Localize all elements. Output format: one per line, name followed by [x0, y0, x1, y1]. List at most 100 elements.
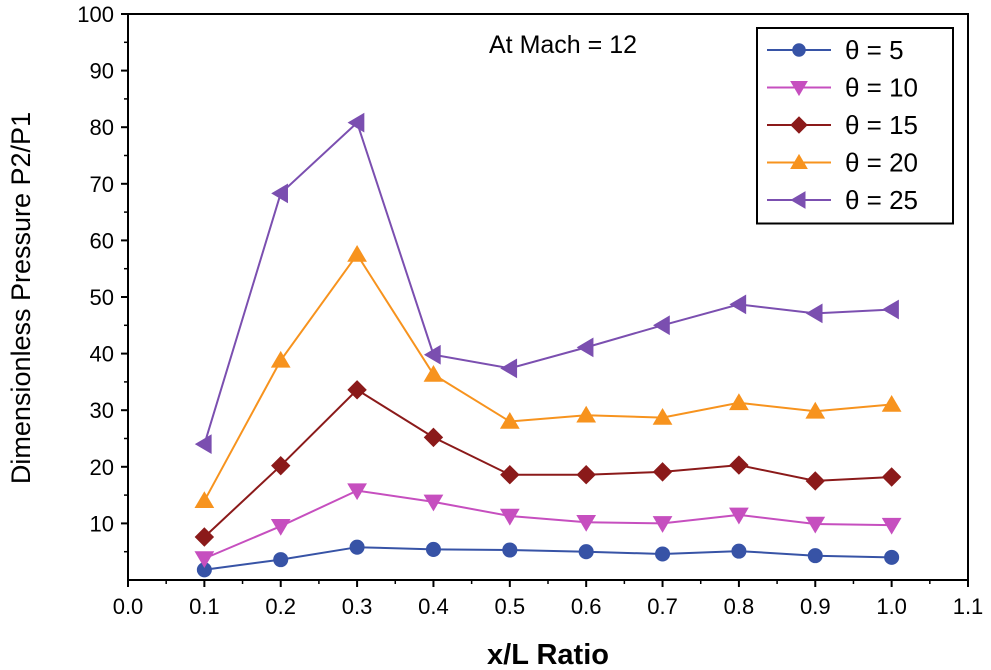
data-point [578, 544, 594, 560]
data-point [347, 245, 367, 262]
y-tick-label: 40 [90, 342, 114, 367]
y-tick-label: 90 [90, 59, 114, 84]
data-point [805, 303, 823, 324]
legend-entry: θ = 20 [767, 148, 918, 178]
series-1 [196, 539, 900, 578]
data-point [805, 516, 826, 534]
data-point [500, 358, 518, 379]
data-point [349, 539, 365, 555]
legend-marker [790, 191, 806, 209]
y-tick-label: 80 [90, 115, 114, 140]
legend-label: θ = 15 [845, 110, 918, 140]
data-point [347, 483, 367, 501]
data-point [194, 491, 215, 509]
series-4 [194, 245, 902, 509]
x-tick-label: 1.0 [876, 594, 907, 619]
y-tick-label: 100 [77, 2, 114, 27]
y-tick-label: 50 [90, 285, 114, 310]
data-point [270, 350, 291, 368]
x-tick-label: 0.7 [647, 594, 678, 619]
y-tick-label: 20 [90, 455, 114, 480]
data-point [881, 395, 902, 412]
legend-marker [790, 116, 808, 134]
data-point [271, 455, 291, 476]
legend-label: θ = 10 [845, 73, 918, 103]
data-point [881, 517, 902, 535]
legend-marker [792, 43, 806, 57]
x-tick-label: 0.4 [418, 594, 449, 619]
data-point [652, 516, 673, 533]
y-tick-label: 70 [90, 172, 114, 197]
x-tick-label: 0.1 [189, 594, 220, 619]
data-point [884, 549, 900, 565]
data-point [423, 427, 444, 448]
data-point [576, 465, 596, 485]
y-tick-label: 30 [90, 398, 114, 423]
data-point [423, 365, 444, 382]
data-point [576, 405, 597, 423]
legend: θ = 5 θ = 10 θ = 15 θ = 20 θ = 25 [756, 27, 954, 225]
data-point [500, 465, 520, 485]
data-point [652, 462, 673, 482]
data-point [502, 542, 518, 558]
data-point [194, 527, 215, 547]
x-tick-label: 1.1 [953, 594, 984, 619]
legend-label: θ = 25 [845, 185, 918, 215]
data-point [423, 494, 444, 512]
data-point [729, 294, 747, 315]
data-point [653, 315, 670, 336]
data-point [729, 393, 749, 411]
series-line [204, 489, 892, 560]
data-point [729, 455, 749, 475]
data-point [652, 408, 673, 425]
legend-marker [790, 81, 808, 97]
data-point [881, 467, 902, 487]
data-point [347, 380, 367, 400]
data-point [807, 548, 823, 564]
x-tick-label: 0.5 [495, 594, 526, 619]
series-3 [194, 380, 902, 547]
data-point [576, 515, 597, 532]
x-axis-title: x/L Ratio [487, 639, 609, 670]
data-point [194, 434, 212, 455]
legend-marker [790, 153, 808, 169]
data-point [805, 471, 825, 491]
data-point [273, 552, 289, 568]
data-point [499, 411, 520, 429]
data-point [731, 543, 747, 559]
y-tick-label: 10 [90, 511, 114, 536]
series-2 [194, 483, 902, 569]
x-tick-label: 0.3 [342, 594, 373, 619]
data-point [270, 518, 291, 536]
data-point [655, 546, 671, 562]
data-point [805, 401, 826, 419]
data-point [425, 541, 441, 557]
legend-entry: θ = 25 [767, 185, 918, 215]
series-5 [194, 112, 899, 455]
axes: 0.0 0.1 0.2 0.3 0.4 0.5 0.6 0.7 0.8 0.9 1.0 1.1 10 20… [77, 2, 983, 619]
data-point [347, 112, 365, 133]
series-line [203, 388, 892, 538]
legend-entry: θ = 10 [767, 73, 918, 103]
legend-label: θ = 20 [845, 148, 918, 178]
series-group [194, 112, 902, 578]
y-tick-label: 60 [90, 228, 114, 253]
data-point [882, 299, 899, 320]
x-tick-label: 0.6 [571, 594, 602, 619]
series-line [203, 120, 892, 445]
data-point [576, 337, 594, 358]
data-point [423, 344, 441, 365]
data-point [729, 507, 749, 525]
data-point [499, 508, 520, 526]
series-line [203, 252, 892, 502]
x-tick-label: 0.2 [265, 594, 296, 619]
y-axis-title: Dimensionless Pressure P2/P1 [6, 112, 36, 484]
x-tick-label: 0.8 [724, 594, 755, 619]
legend-label: θ = 5 [845, 35, 904, 65]
data-point [194, 551, 215, 569]
data-point [271, 183, 288, 204]
series-line [204, 546, 892, 571]
legend-entry: θ = 5 [767, 35, 904, 65]
x-tick-label: 0.0 [113, 594, 144, 619]
